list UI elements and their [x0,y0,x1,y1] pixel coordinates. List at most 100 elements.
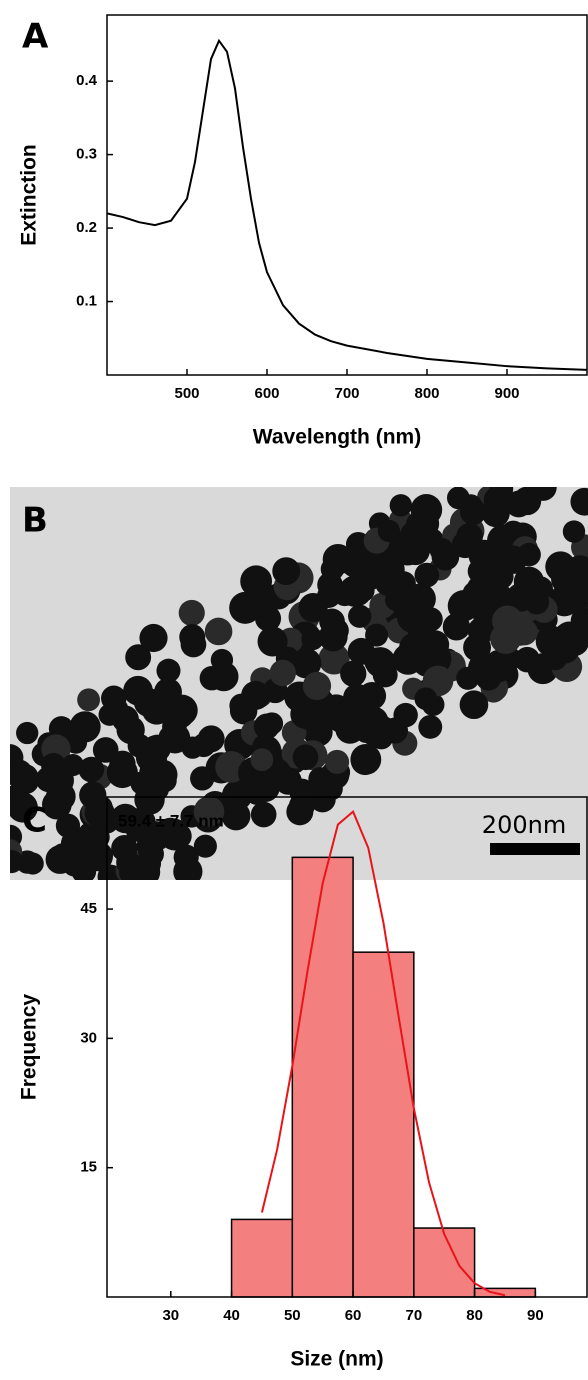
particle [367,719,393,745]
particle [269,659,296,687]
particle [340,660,367,687]
particle [158,725,183,749]
particle [274,767,302,795]
particle [355,559,381,586]
particle [418,714,443,739]
x-tick-label: 30 [162,1307,179,1324]
particle [98,703,121,726]
particle [512,487,542,516]
particle [272,557,301,586]
particle [41,789,72,820]
scale-bar-label: 200nm [482,811,566,839]
particle [328,709,352,733]
particle [221,801,251,831]
particle [451,531,479,559]
particle [109,750,136,777]
histogram-bar [230,1218,294,1298]
particle [135,850,162,877]
particle [257,626,288,657]
panel-label: B [22,501,48,541]
x-tick-label: 70 [405,1307,422,1324]
spectrum-line [106,38,588,371]
particle [193,796,225,827]
particle [255,605,282,632]
particle [459,690,489,720]
x-tick-label: 90 [527,1307,544,1324]
particle [190,766,215,791]
particle [365,623,389,647]
particle [10,850,24,874]
particle [325,749,350,774]
particle [302,671,332,701]
particle [154,678,182,706]
particle [466,584,493,610]
particle [84,798,115,829]
x-axis-label: Size (nm) [290,1348,383,1371]
plot-frame [106,796,588,1298]
particle [83,841,114,872]
particle [414,562,440,588]
particle [405,635,435,665]
particle [253,713,280,740]
y-axis-label: Extinction [18,144,41,246]
particle [21,852,44,875]
x-tick-label: 500 [174,385,199,402]
scale-bar [490,843,580,855]
particle [347,637,375,665]
x-tick-label: 50 [284,1307,301,1324]
particle [61,849,89,877]
particle [348,698,377,728]
particle [179,624,206,651]
particle [77,688,101,712]
particle [524,589,550,615]
gaussian-fit [260,810,506,1297]
particle [510,618,538,646]
particle [298,593,328,623]
particle [208,661,239,692]
x-tick-label: 40 [223,1307,240,1324]
particle [489,487,514,501]
particle [467,617,495,645]
particle [197,725,225,753]
y-tick-label: 0.4 [76,72,98,89]
particle [301,627,324,651]
particle [193,834,217,858]
particle [309,786,336,813]
particle [517,542,541,567]
particle [286,798,314,826]
particle [250,748,274,772]
y-axis-label: Frequency [18,994,41,1101]
y-tick-label: 0.2 [76,219,97,236]
particle [514,646,541,673]
particle [181,736,204,759]
particle [10,792,38,823]
particle [431,542,460,571]
x-axis-label: Wavelength (nm) [253,426,421,449]
particle [173,844,199,870]
particle [240,565,273,598]
y-tick-label: 30 [80,1029,97,1046]
particle [348,604,372,628]
particle [292,744,319,771]
x-tick-label: 600 [254,385,279,402]
particle [487,563,514,590]
particle [244,779,270,805]
histogram-bar [473,1287,537,1298]
y-tick-label: 0.3 [76,146,97,163]
histogram-bar [352,951,415,1298]
particle [414,687,438,711]
particle [404,583,436,615]
particle [308,767,332,791]
particle [204,617,233,646]
particle [10,759,33,788]
particle [78,756,105,783]
particle [350,744,382,775]
x-tick-label: 700 [334,385,359,402]
particle [41,752,66,778]
particle [162,818,188,844]
particle [178,599,205,626]
particle [156,658,181,683]
particle [166,701,194,729]
y-tick-label: 45 [80,900,97,917]
